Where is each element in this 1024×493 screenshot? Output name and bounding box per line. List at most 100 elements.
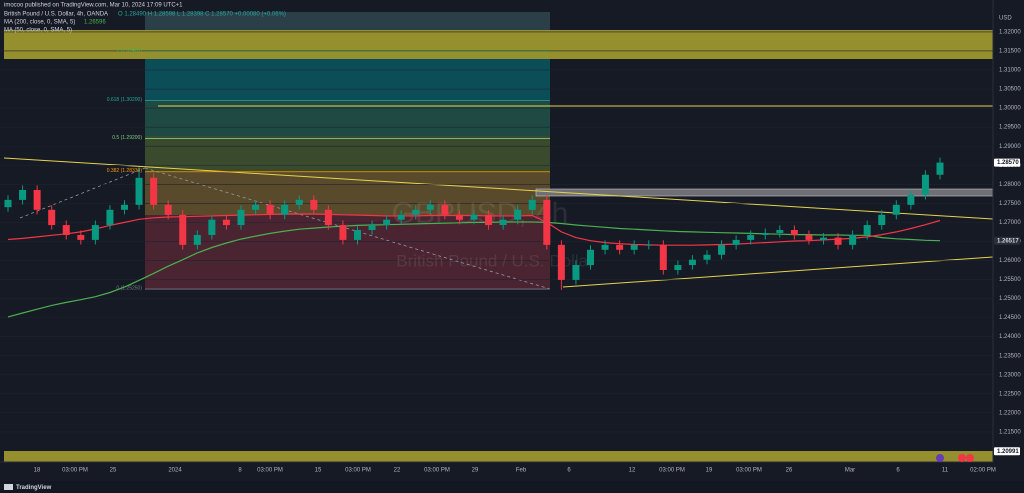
candle-body [339,225,347,240]
candle-body [455,214,463,220]
candle-body [4,199,12,208]
currency: USD [999,16,1012,22]
candle-body [892,204,900,215]
trend-line [3,157,994,220]
x-tick-label: 02:00 PM [970,468,996,474]
candle-body [907,194,915,205]
x-tick-label: 11 [942,468,949,474]
candle-body [33,190,41,210]
price-tag-label: 1.20991 [997,449,1019,455]
y-tick-label: 1.24000 [999,334,1021,340]
candle-body [572,265,580,280]
candle-body [368,225,376,230]
fib-zone [145,136,550,172]
x-tick-label: 03:00 PM [62,468,88,474]
x-axis: 18 03:00 PM 25 2024 8 03:00 PM 15 03:00 PM 22 03:… [34,468,996,474]
candle-body [805,234,813,240]
candle-body [703,254,711,260]
candle-body [543,199,551,245]
candle-body [252,204,260,210]
ma-legend: MA (200, close, 0, SMA, 5) [4,20,75,26]
candle-body [266,204,274,215]
event-icon[interactable] [966,454,974,462]
y-tick-label: 1.29500 [999,125,1021,131]
trend-line [562,256,994,288]
y-tick-label: 1.22000 [999,410,1021,416]
y-tick-label: 1.26000 [999,258,1021,264]
x-tick-label: 2024 [168,468,182,474]
candle-body [878,214,886,226]
fib-levels: 1 (1.31480) 0.618 (1.30200) 0.5 (1.29200) 0… [107,48,550,291]
candle-body [514,209,522,220]
candle-body [601,244,609,250]
candles [4,157,944,290]
x-tick-label: 6 [896,468,900,474]
candle-body [237,209,245,226]
candle-body [91,225,99,240]
header: imocoo published on TradingView.com, Mar… [4,3,286,34]
candle-body [324,209,332,226]
candle-body [863,225,871,235]
y-tick-label: 1.23000 [999,372,1021,378]
watermark-symbol: GBPUSD, 4h [392,197,569,230]
support-zone [4,451,993,462]
candle-body [441,204,449,215]
ma-legend: MA (50, close, 0, SMA, 5) [4,28,72,34]
x-tick-label: 03:00 PM [736,468,762,474]
candle-body [616,244,624,250]
event-icon[interactable] [936,454,944,462]
x-tick-label: Mar [845,468,855,474]
candle-body [761,233,769,235]
candle-body [528,199,536,210]
candle-body [121,204,128,210]
candle-body [62,225,70,235]
x-tick-label: Feb [516,468,527,474]
candle-body [718,244,726,255]
candle-body [208,219,216,235]
x-tick-label: 03:00 PM [424,468,450,474]
x-tick-label: 8 [238,468,242,474]
y-tick-label: 1.31500 [999,49,1021,55]
candle-body [470,214,478,220]
candle-body [587,249,594,266]
candle-body [150,177,158,205]
candle-body [630,244,638,250]
candle-body [164,204,172,215]
footer [0,481,1024,493]
event-icon[interactable] [958,454,966,462]
x-tick-label: 19 [706,468,713,474]
x-tick-label: 03:00 PM [659,468,685,474]
candle-body [281,204,289,215]
candle-body [397,214,405,220]
x-tick-label: 6 [567,468,571,474]
price-tag [994,236,1020,245]
price-tag-label: 1.28570 [997,160,1019,166]
x-tick-label: 15 [315,468,322,474]
candle-body [77,234,85,240]
candle-body [354,230,361,240]
y-tick-label: 1.21500 [999,429,1021,435]
tradingview-logo: TradingView [4,484,52,491]
candle-body [426,204,434,210]
y-axis: 1.21500 1.22000 1.22500 1.23000 1.23500 1.240… [994,29,1021,456]
watermark-description: British Pound / U.S. Dollar [396,251,594,270]
candle-body [179,214,187,245]
x-tick-label: 12 [629,468,636,474]
watermark: GBPUSD, 4h British Pound / U.S. Dollar [392,197,594,271]
x-tick-label: 18 [34,468,41,474]
candle-body [295,199,303,205]
fib-zone [145,100,550,136]
y-tick-label: 1.28000 [999,182,1021,188]
candle-body [106,209,114,226]
candle-body [659,244,667,270]
fib-label: 1 (1.31480) [116,48,142,54]
logo-mark [4,484,13,490]
logo-text: TradingView [16,485,52,491]
candle-body [485,214,493,226]
fib-label: 0.5 (1.29200) [112,135,142,141]
candle-body [747,234,755,240]
ma-value: 1.26596 [84,20,106,26]
candle-body [135,177,143,205]
